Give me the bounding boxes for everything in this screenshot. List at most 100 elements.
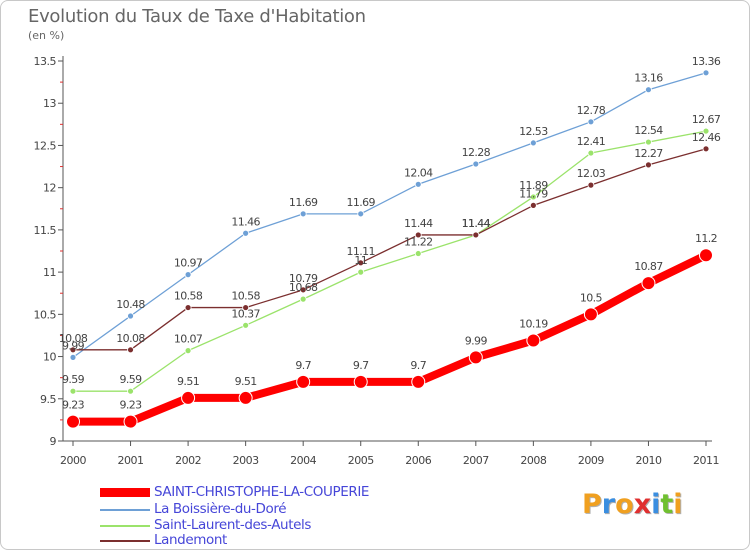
data-point	[66, 414, 80, 429]
data-point	[645, 86, 652, 94]
data-point	[357, 268, 365, 276]
data-point	[69, 353, 77, 361]
data-point	[69, 387, 77, 395]
data-point	[181, 390, 196, 405]
data-label: 10.58	[231, 290, 260, 303]
data-label: 11.79	[519, 187, 548, 200]
data-point	[702, 127, 710, 135]
y-tick-label: 11	[43, 266, 56, 279]
y-tick-label: 10	[43, 351, 56, 364]
series-line-3	[72, 130, 707, 392]
data-point	[357, 210, 365, 218]
data-point	[299, 295, 307, 303]
data-point	[529, 193, 537, 201]
data-label: 10.48	[116, 298, 145, 311]
data-point	[645, 161, 652, 169]
data-point	[411, 374, 426, 389]
x-tick-label: 2007	[463, 454, 489, 467]
data-point	[699, 248, 713, 263]
logo-letter: P	[582, 489, 602, 520]
data-label: 12.67	[692, 113, 721, 126]
data-label: 12.41	[577, 135, 606, 148]
data-label: 9.51	[177, 375, 199, 388]
x-tick-label: 2005	[348, 454, 374, 467]
y-tick-label: 9	[50, 435, 57, 448]
data-label: 10.07	[174, 333, 203, 346]
data-point	[529, 139, 537, 147]
data-label: 10.19	[519, 318, 548, 331]
data-label: 11.11	[346, 245, 375, 258]
y-tick-label: 9.5	[40, 393, 56, 406]
data-label: 9.59	[62, 373, 85, 386]
data-label: 13.36	[692, 55, 721, 68]
series-line-2	[72, 72, 707, 359]
data-point	[587, 149, 595, 157]
data-label: 12.78	[577, 104, 606, 117]
data-point	[127, 387, 134, 395]
x-tick-label: 2010	[635, 454, 661, 467]
data-point	[587, 118, 595, 126]
legend-label-2: La Boissière-du-Doré	[154, 501, 287, 517]
data-point	[127, 312, 134, 320]
legend-label-1: SAINT-CHRISTOPHE-LA-COUPERIE	[154, 484, 370, 500]
data-point	[526, 333, 541, 348]
data-label: 12.46	[692, 131, 721, 144]
data-label: 9.23	[62, 399, 85, 412]
data-label: 10.68	[289, 281, 318, 294]
data-label: 11	[354, 254, 367, 267]
x-tick-label: 2004	[290, 454, 316, 467]
legend-swatch-4	[100, 540, 150, 542]
logo-letter: o	[615, 489, 634, 520]
logo-letter: i	[673, 489, 683, 520]
y-tick-label: 12	[43, 182, 56, 195]
data-label: 12.27	[634, 147, 663, 160]
data-point	[238, 390, 253, 405]
x-tick-label: 2001	[118, 454, 144, 467]
data-label: 10.5	[580, 291, 603, 304]
data-label: 12.53	[519, 125, 548, 138]
x-tick-label: 2002	[175, 454, 201, 467]
data-label: 10.87	[634, 260, 663, 273]
data-label: 11.46	[231, 215, 260, 228]
data-point	[242, 304, 250, 311]
data-point	[296, 374, 311, 389]
x-tick-label: 2011	[693, 454, 719, 467]
data-point	[472, 160, 480, 168]
data-point	[645, 138, 652, 146]
data-label: 12.54	[634, 124, 663, 137]
data-label: 11.44	[462, 217, 491, 230]
legend-swatch-3	[100, 525, 150, 527]
data-point	[468, 350, 483, 365]
data-point	[702, 69, 710, 77]
data-point	[414, 180, 422, 188]
data-label: 9.51	[235, 375, 257, 388]
data-point	[299, 210, 307, 218]
data-label: 9.99	[62, 339, 85, 352]
data-label: 10.08	[59, 332, 88, 345]
y-tick-label: 10.5	[34, 308, 57, 321]
data-point	[127, 346, 134, 354]
legend-swatch-1	[100, 488, 150, 497]
y-tick-label: 11.5	[34, 224, 57, 237]
data-label: 13.16	[634, 72, 663, 85]
series-line-4	[72, 148, 707, 351]
data-point	[184, 271, 192, 279]
data-label: 10.97	[174, 257, 203, 270]
data-label: 11.44	[404, 217, 433, 230]
data-point	[184, 347, 192, 355]
y-tick-label: 13.5	[34, 55, 57, 68]
data-label: 12.28	[462, 146, 491, 159]
chart-subtitle: (en %)	[28, 29, 65, 42]
data-label: 11.69	[346, 196, 375, 209]
x-tick-label: 2008	[520, 454, 546, 467]
data-point	[583, 307, 598, 322]
data-label: 9.23	[119, 399, 142, 412]
x-tick-label: 2009	[578, 454, 604, 467]
x-tick-label: 2000	[60, 454, 86, 467]
data-label: 10.58	[174, 290, 203, 303]
data-point	[702, 145, 710, 153]
proxiti-logo: Proxiti	[582, 489, 683, 520]
data-label: 12.03	[577, 167, 606, 180]
data-point	[242, 321, 250, 329]
